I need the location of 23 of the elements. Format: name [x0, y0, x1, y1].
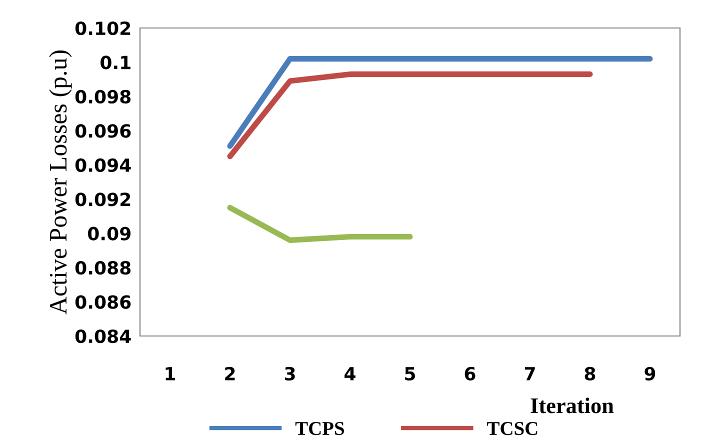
legend-label: TCPS: [295, 422, 344, 436]
y-tick-label: 0.088: [75, 261, 131, 275]
x-tick-label: 1: [166, 367, 176, 380]
y-tick-label: 0.094: [75, 158, 131, 172]
legend-label: TCSC: [487, 422, 538, 436]
y-tick-label: 0.098: [75, 90, 131, 104]
y-axis-title: Active Power Losses (p.u): [49, 50, 72, 314]
x-tick-label: 3: [284, 366, 295, 381]
y-tick-label: 0.092: [75, 192, 130, 206]
x-tick-label: 8: [584, 366, 596, 381]
x-axis-title: Iteration: [530, 398, 614, 414]
y-tick-label: 0.086: [75, 295, 131, 309]
y-tick-label: 0.09: [88, 226, 131, 240]
x-tick-label: 6: [464, 366, 476, 381]
x-tick-label: 4: [344, 367, 356, 380]
x-tick-label: 2: [225, 366, 235, 380]
x-tick-label: 7: [524, 367, 535, 380]
y-tick-label: 0.1: [100, 56, 130, 70]
y-tick-label: 0.084: [75, 329, 131, 344]
x-tick-label: 5: [405, 367, 416, 381]
x-tick-label: 9: [644, 366, 656, 381]
y-tick-label: 0.102: [75, 21, 130, 36]
y-tick-label: 0.096: [75, 124, 131, 138]
